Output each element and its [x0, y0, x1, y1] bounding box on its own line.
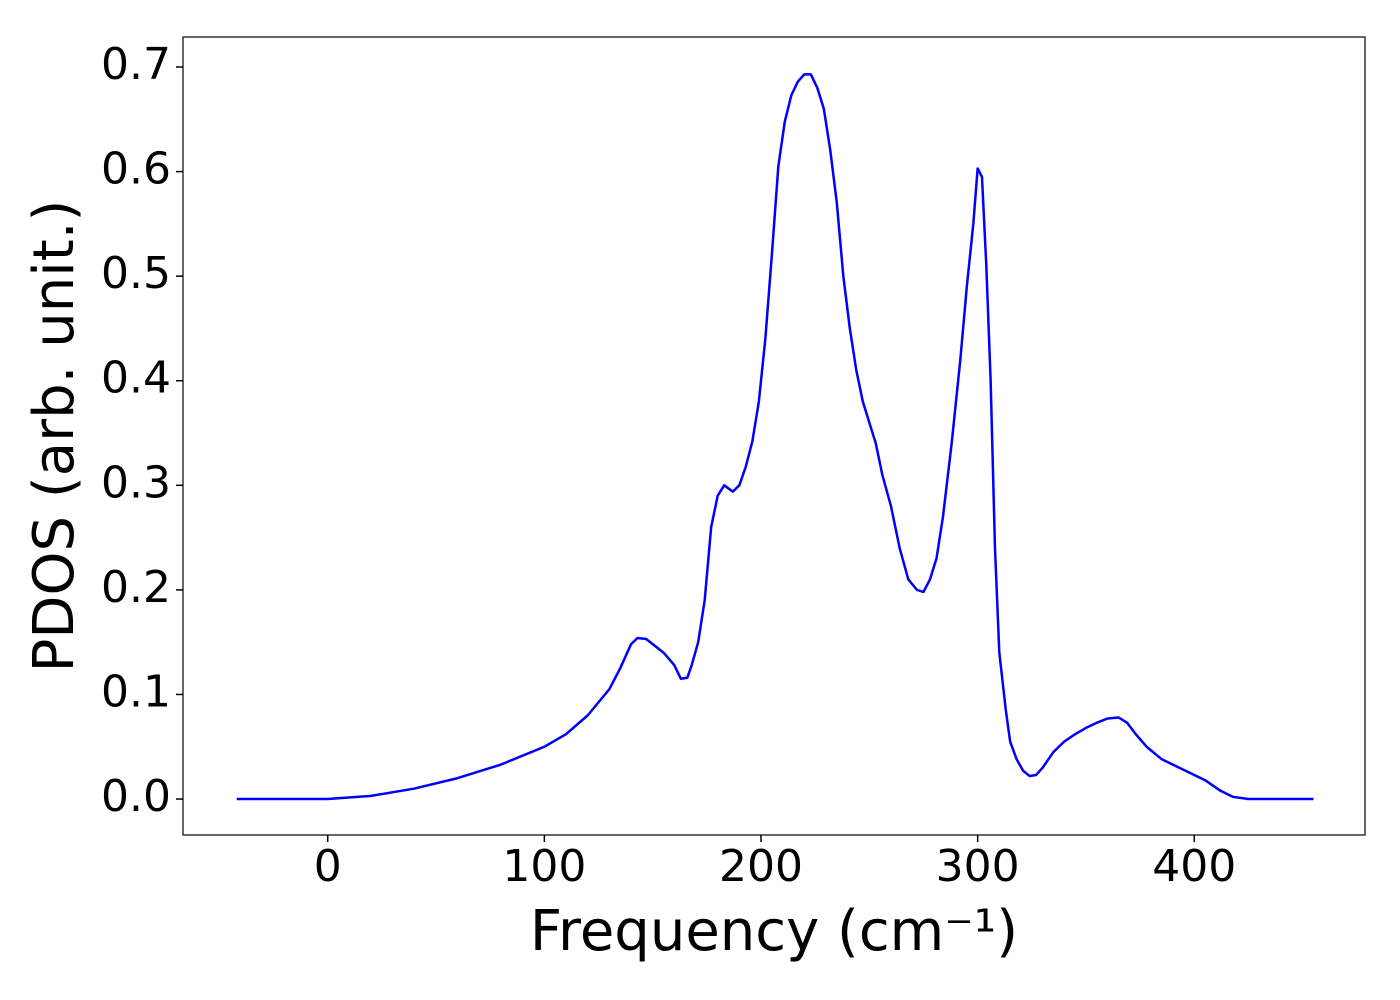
- y-axis-label: PDOS (arb. unit.): [22, 200, 87, 673]
- y-tick-label: 0.3: [101, 457, 171, 508]
- line-series: [236, 73, 1314, 801]
- x-tick-label: 400: [1152, 841, 1236, 892]
- y-tick-label: 0.5: [101, 248, 171, 299]
- x-tick-label: 200: [719, 841, 803, 892]
- y-tick-label: 0.4: [101, 353, 171, 404]
- y-tick-label: 0.2: [101, 562, 171, 613]
- plot-frame: [182, 36, 1366, 836]
- y-tick-label: 0.1: [101, 666, 171, 717]
- y-tick-label: 0.7: [101, 39, 171, 90]
- x-tick-label: 300: [936, 841, 1020, 892]
- x-tick-label: 100: [502, 841, 586, 892]
- x-axis-label: Frequency (cm⁻¹): [530, 899, 1018, 964]
- y-tick-label: 0.0: [101, 771, 171, 822]
- x-tick-label: 0: [314, 841, 342, 892]
- y-tick-label: 0.6: [101, 144, 171, 195]
